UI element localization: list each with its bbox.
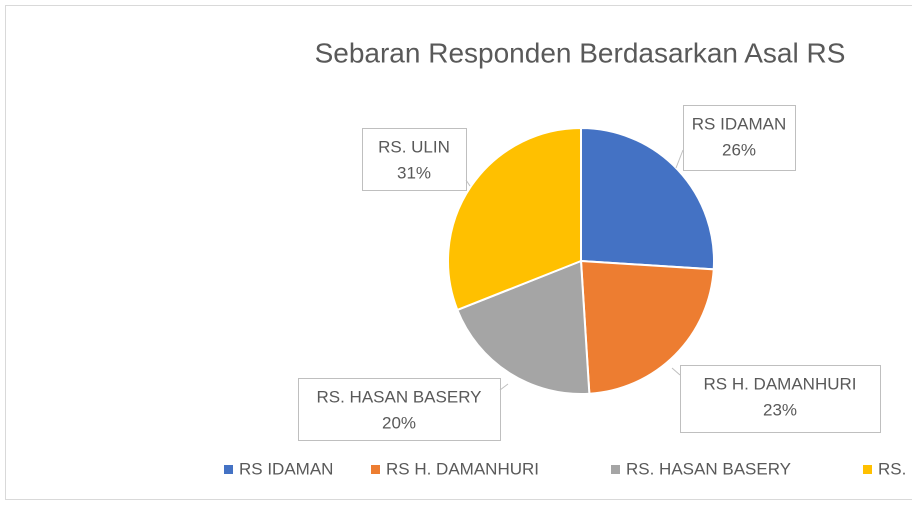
data-label-value: 31%	[397, 163, 431, 182]
leader-line	[499, 383, 509, 391]
legend-swatch	[371, 465, 380, 474]
pie-slice	[580, 126, 715, 271]
data-label-value: 20%	[382, 413, 416, 432]
callout-box	[680, 365, 881, 433]
legend-label: RS. ULIN	[878, 459, 912, 478]
pie-slice	[579, 259, 715, 395]
data-label-name: RS. HASAN BASERY	[316, 387, 481, 406]
data-label-name: RS H. DAMANHURI	[703, 374, 856, 393]
legend-swatch	[224, 465, 233, 474]
callout-box	[298, 378, 501, 441]
leader-line	[675, 149, 684, 169]
leader-line	[465, 179, 471, 187]
data-label-name: RS. ULIN	[378, 137, 450, 156]
legend-label: RS H. DAMANHURI	[386, 459, 539, 478]
legend-label: RS. HASAN BASERY	[626, 459, 791, 478]
data-label-name: RS IDAMAN	[692, 114, 786, 133]
pie-slice	[456, 259, 591, 395]
leader-line	[671, 367, 681, 376]
data-label-value: 26%	[722, 140, 756, 159]
callout-box	[362, 128, 467, 191]
legend-swatch	[611, 465, 620, 474]
pie-slice	[447, 126, 582, 312]
chart-title: Sebaran Responden Berdasarkan Asal RS	[315, 37, 846, 68]
callout-box	[683, 105, 796, 171]
legend-label: RS IDAMAN	[239, 459, 333, 478]
legend-swatch	[863, 465, 872, 474]
data-label-value: 23%	[763, 400, 797, 419]
